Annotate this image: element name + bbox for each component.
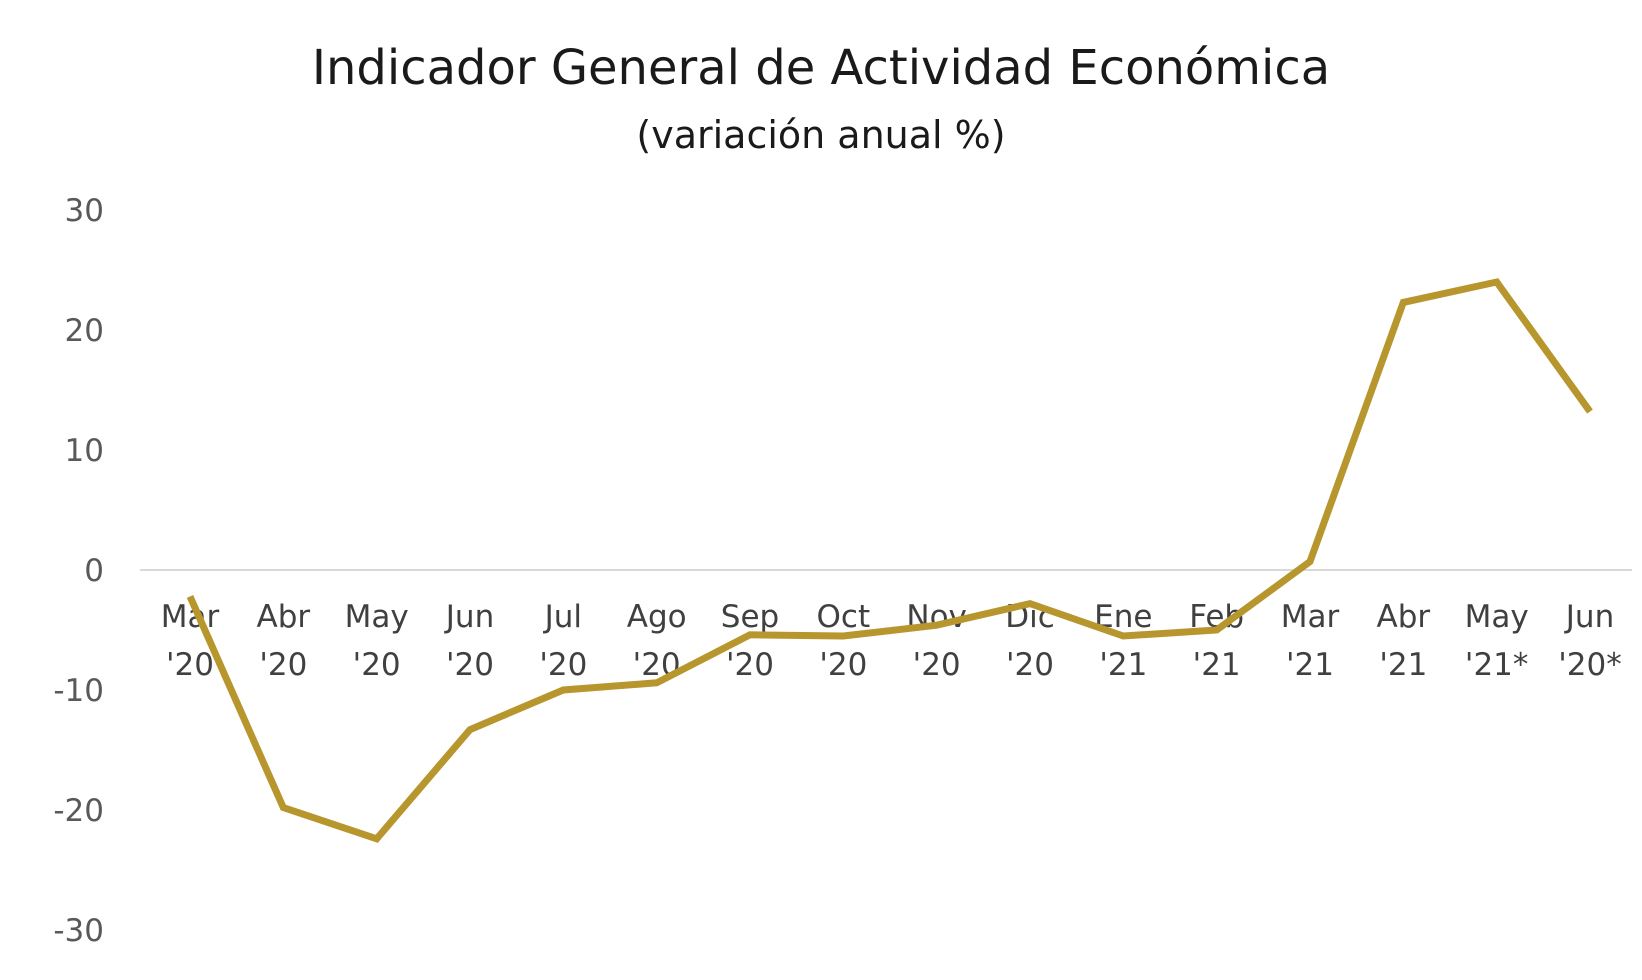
chart-subtitle: (variación anual %) [636, 113, 1005, 157]
x-tick-label: May '20 [345, 599, 409, 683]
x-tick-label: Abr '21 [1377, 599, 1431, 683]
y-tick-label: -10 [53, 673, 104, 709]
x-tick-label: Ene '21 [1094, 599, 1152, 683]
x-tick-label: Abr '20 [257, 599, 311, 683]
x-tick-label: Nov '20 [906, 599, 967, 683]
x-tick-label: Mar '21 [1281, 599, 1340, 683]
x-tick-label: Oct '20 [817, 599, 871, 683]
x-tick-label: Jul '20 [539, 599, 587, 683]
x-tick-label: Feb '21 [1189, 599, 1244, 683]
y-tick-label: -30 [53, 913, 104, 949]
x-tick-label: May '21* [1465, 599, 1529, 683]
y-axis: 30 20 10 0 -10 -20 -30 [53, 193, 104, 949]
x-tick-label: Jun '20 [444, 599, 494, 683]
x-tick-label: Sep '20 [721, 599, 779, 683]
y-tick-label: 0 [84, 553, 104, 589]
x-tick-label: Jun '20* [1558, 599, 1621, 683]
y-tick-label: 20 [65, 313, 104, 349]
y-tick-label: -20 [53, 793, 104, 829]
chart-title: Indicador General de Actividad Económica [312, 40, 1330, 96]
y-tick-label: 10 [65, 433, 104, 469]
y-tick-label: 30 [65, 193, 104, 229]
series-group [186, 278, 1593, 843]
series-line [186, 278, 1593, 843]
